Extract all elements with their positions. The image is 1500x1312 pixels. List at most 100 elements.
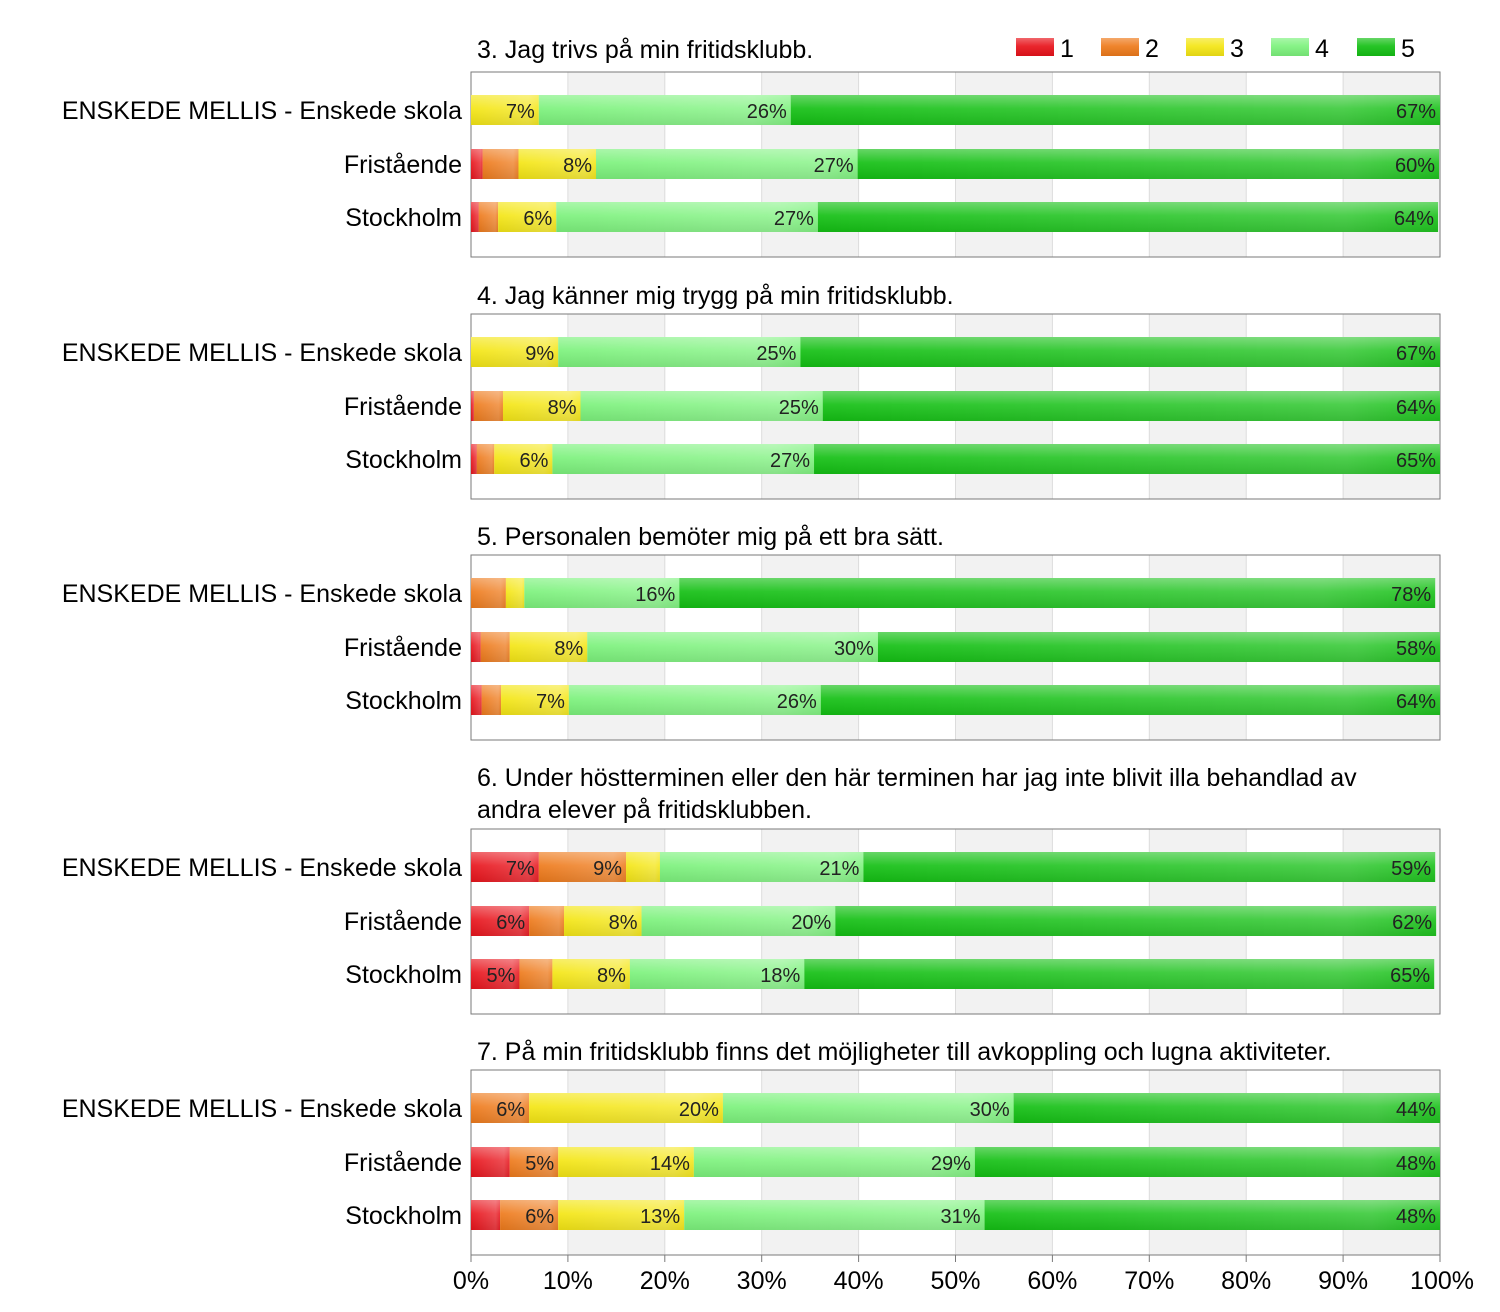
panel-title: 7. På min fritidsklubb finns det möjligh… [477, 1038, 1332, 1066]
bar-gloss [1013, 1093, 1440, 1123]
bar-gloss [587, 632, 878, 662]
bar-gloss [790, 95, 1440, 125]
data-label: 30% [834, 638, 874, 660]
bar-gloss [529, 1093, 723, 1123]
bar-gloss [552, 444, 815, 474]
bar-gloss [471, 1147, 510, 1177]
bar-gloss [568, 685, 821, 715]
bar-gloss [471, 852, 539, 882]
data-label: 29% [931, 1153, 971, 1175]
data-label: 67% [1396, 101, 1436, 123]
data-label: 8% [554, 638, 583, 660]
data-label: 78% [1391, 584, 1431, 606]
bar-gloss [500, 1200, 559, 1230]
legend-item: 1 [1016, 35, 1074, 63]
bar-gloss [538, 852, 627, 882]
data-label: 6% [519, 450, 548, 472]
bar-gloss [629, 959, 805, 989]
legend-swatch-gloss [1101, 38, 1139, 56]
x-tick-label: 60% [1027, 1267, 1077, 1295]
bar-gloss [814, 444, 1440, 474]
data-label: 58% [1396, 638, 1436, 660]
bar-gloss [641, 906, 836, 936]
legend-item: 4 [1271, 35, 1329, 63]
data-label: 65% [1390, 965, 1430, 987]
data-label: 18% [760, 965, 800, 987]
category-label: ENSKEDE MELLIS - Enskede skola [62, 580, 462, 608]
x-axis: 0% 10% 20% 30% 40% 50% 60% 70% 80% 90% 100% [453, 1254, 1474, 1295]
legend-label: 3 [1230, 35, 1244, 63]
bar-gloss [471, 391, 474, 421]
x-tick-label: 80% [1221, 1267, 1271, 1295]
data-label: 7% [506, 101, 535, 123]
bar-gloss [835, 906, 1437, 936]
bar-gloss [659, 852, 864, 882]
data-label: 27% [814, 155, 854, 177]
data-label: 20% [791, 912, 831, 934]
bar-gloss [471, 444, 477, 474]
legend-label: 2 [1145, 35, 1159, 63]
bar-gloss [471, 685, 482, 715]
data-label: 9% [593, 858, 622, 880]
data-label: 6% [496, 1099, 525, 1121]
legend-swatch-gloss [1186, 38, 1224, 56]
data-label: 64% [1394, 208, 1434, 230]
x-tick-label: 40% [834, 1267, 884, 1295]
bar-gloss [984, 1200, 1440, 1230]
category-label: ENSKEDE MELLIS - Enskede skola [62, 97, 462, 125]
bar-gloss [693, 1147, 975, 1177]
data-label: 5% [525, 1153, 554, 1175]
bar-gloss [482, 149, 519, 179]
category-label: Fristående [344, 1149, 462, 1177]
bar-gloss [471, 578, 506, 608]
data-label: 64% [1396, 397, 1436, 419]
bar-gloss [684, 1200, 985, 1230]
bar-gloss [505, 578, 525, 608]
bar-gloss [857, 149, 1440, 179]
panel-title: 3. Jag trivs på min fritidsklubb. [477, 36, 813, 64]
category-label: Fristående [344, 393, 462, 421]
category-label: Stockholm [345, 446, 462, 474]
panel-title: 5. Personalen bemöter mig på ett bra sät… [477, 523, 944, 551]
legend-swatch-gloss [1271, 38, 1309, 56]
data-label: 5% [487, 965, 516, 987]
data-label: 67% [1396, 343, 1436, 365]
data-label: 6% [525, 1206, 554, 1228]
data-label: 25% [779, 397, 819, 419]
bar-gloss [471, 337, 559, 367]
bar-gloss [471, 906, 530, 936]
category-label: ENSKEDE MELLIS - Enskede skola [62, 339, 462, 367]
data-label: 64% [1396, 691, 1436, 713]
bar-gloss [552, 959, 630, 989]
bar-gloss [471, 1200, 501, 1230]
bar-gloss [556, 202, 818, 232]
bar-gloss [471, 1093, 530, 1123]
panel-5: 5. Personalen bemöter mig på ett bra sät… [62, 523, 1441, 741]
data-label: 7% [506, 858, 535, 880]
bar-gloss [478, 202, 499, 232]
data-label: 44% [1396, 1099, 1436, 1121]
bar-gloss [558, 1147, 694, 1177]
panel-title: 6. Under höstterminen eller den här term… [477, 764, 1357, 792]
category-label: Fristående [344, 151, 462, 179]
legend: 1 2 3 4 5 [1016, 35, 1415, 63]
bar-gloss [480, 632, 510, 662]
bar-gloss [476, 444, 495, 474]
bar-gloss [473, 391, 503, 421]
bar-gloss [509, 632, 588, 662]
x-tick-label: 0% [453, 1267, 489, 1295]
bar-gloss [498, 202, 557, 232]
bar-gloss [519, 959, 553, 989]
bar-gloss [509, 1147, 559, 1177]
x-tick-label: 10% [543, 1267, 593, 1295]
bar-gloss [558, 1200, 685, 1230]
bar-gloss [518, 149, 597, 179]
data-label: 60% [1395, 155, 1435, 177]
category-label: Fristående [344, 908, 462, 936]
data-label: 30% [970, 1099, 1010, 1121]
data-label: 14% [650, 1153, 690, 1175]
data-label: 31% [941, 1206, 981, 1228]
bar-gloss [471, 632, 481, 662]
bar-gloss [471, 149, 483, 179]
